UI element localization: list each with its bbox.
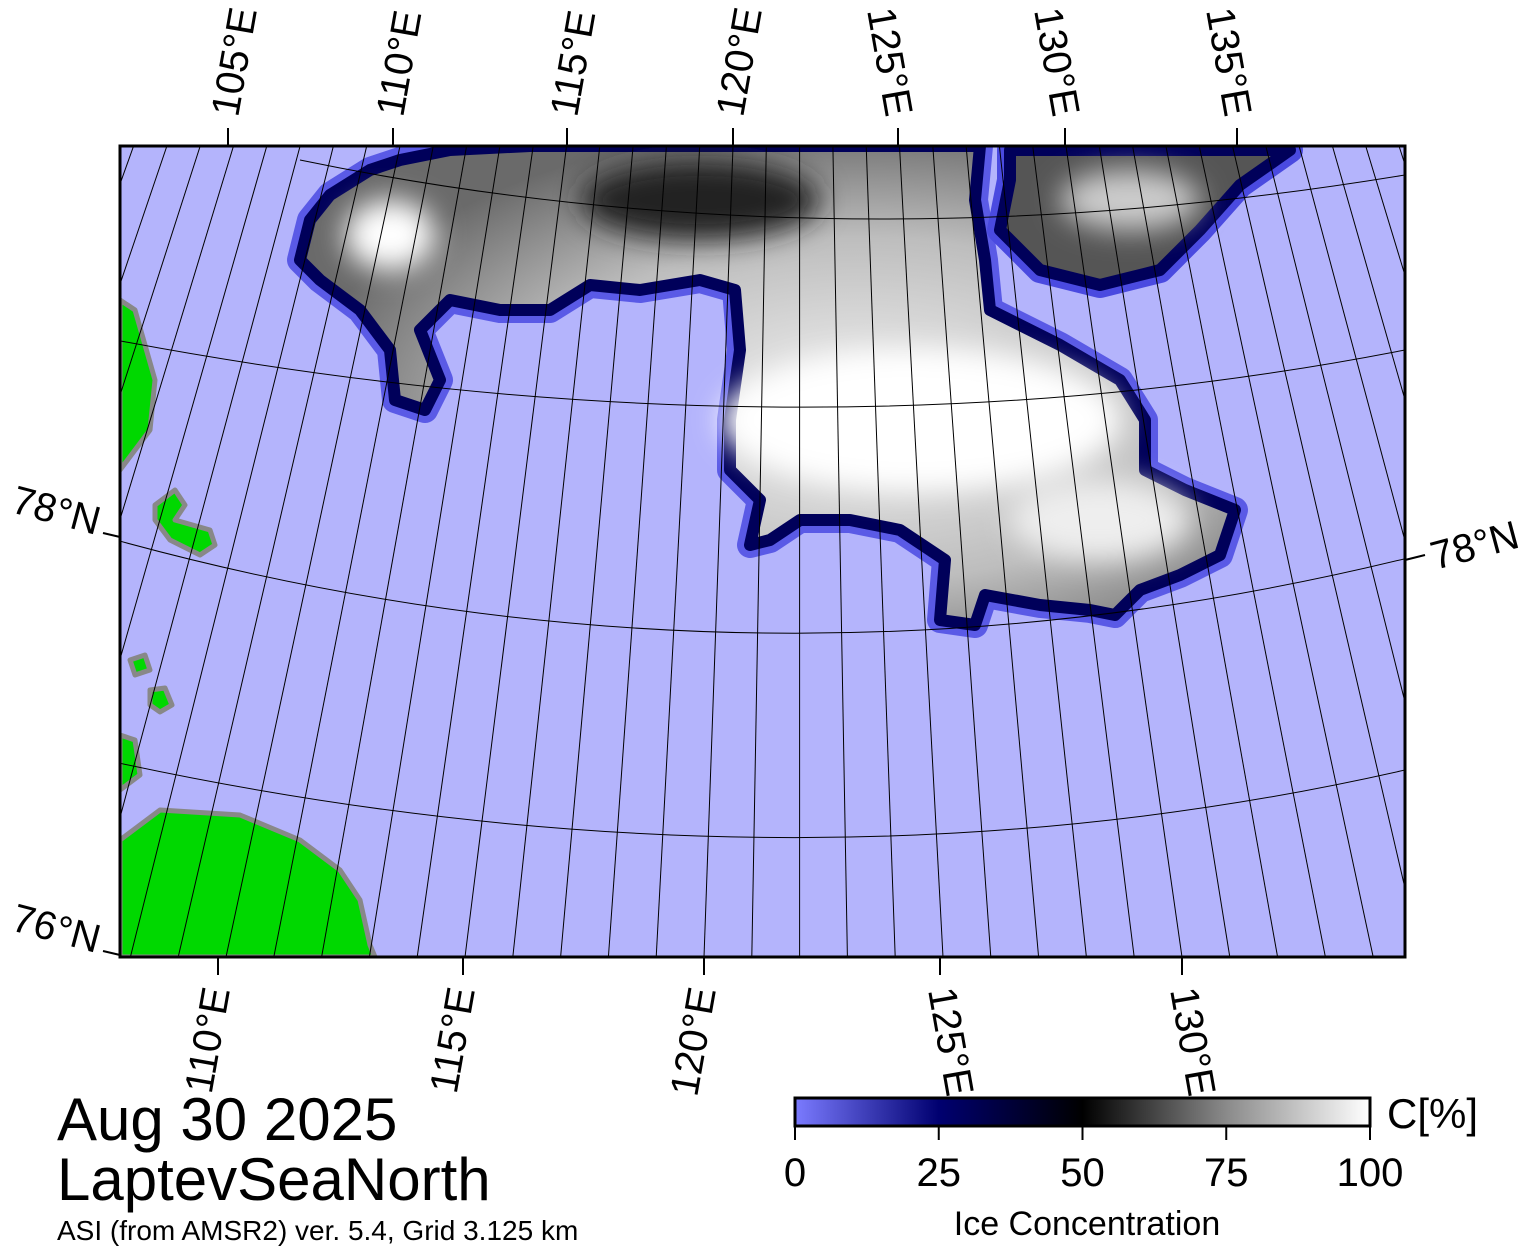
ice-core (345, 160, 1200, 560)
meridian-line (1098, 146, 1231, 957)
lon-label: 105°E (204, 4, 266, 119)
lat-label: 78°N (7, 478, 105, 544)
colorbar-title: Ice Concentration (954, 1205, 1221, 1243)
colorbar: C[%] Ice Concentration 0 25 50 75 100 (784, 1090, 1478, 1243)
meridian-line (751, 146, 767, 957)
meridian-line (120, 146, 268, 661)
lon-label: 110°E (369, 7, 431, 119)
island (127, 652, 153, 678)
meridian-line (965, 146, 1040, 957)
map-area (0, 146, 1405, 957)
meridian-line (832, 146, 848, 957)
lon-label: 135°E (1197, 4, 1259, 119)
meridian-line (120, 146, 135, 186)
lon-label: 110°E (177, 984, 239, 1096)
date: Aug 30 2025 (57, 1086, 397, 1153)
meridian-line (932, 146, 992, 957)
tick (1404, 554, 1426, 561)
latitude-line (120, 540, 1405, 634)
meridian-line (368, 146, 501, 957)
source-note: ASI (from AMSR2) ver. 5.4, Grid 3.125 km (57, 1215, 578, 1246)
latitude-line (299, 159, 1405, 220)
meridian-line (1165, 146, 1326, 957)
meridian-line (1132, 146, 1279, 957)
meridian-line (655, 146, 701, 957)
sea-ice (287, 146, 1303, 638)
lon-label: 130°E (1161, 984, 1223, 1099)
meridian-line (1298, 146, 1405, 543)
colorbar-tick-label: 0 (784, 1151, 806, 1195)
meridian-line (560, 146, 634, 957)
lon-label: 125°E (858, 4, 920, 119)
meridian-line (1232, 146, 1405, 891)
lon-label: 115°E (422, 984, 484, 1096)
meridian-line (120, 146, 201, 397)
meridian-line (1331, 146, 1405, 402)
meridian-line (703, 146, 734, 957)
island (120, 732, 143, 793)
meridian-line (225, 146, 401, 957)
colorbar-tick-label: 50 (1060, 1151, 1105, 1195)
colorbar-tick-label: 100 (1337, 1151, 1404, 1195)
latitude-line (120, 340, 1405, 408)
colorbar-tick-label: 25 (917, 1151, 962, 1195)
colorbar-ramp (793, 1096, 1372, 1128)
lat-label: 76°N (7, 896, 105, 962)
meridian-line (1198, 146, 1374, 957)
lon-label: 115°E (543, 7, 605, 119)
meridian-line (865, 146, 896, 957)
meridian-line (512, 146, 601, 957)
lon-label: 120°E (663, 984, 725, 1099)
meridian-line (416, 146, 534, 957)
region-name: LaptevSeaNorth (57, 1146, 491, 1213)
island (152, 487, 218, 558)
meridian-line (899, 146, 944, 957)
meridian-line (464, 146, 567, 957)
meridian-line (120, 146, 234, 522)
colorbar-tick-label: 75 (1204, 1151, 1249, 1195)
tick (102, 532, 121, 538)
meridian-line (0, 146, 100, 957)
meridian-line (1265, 146, 1405, 705)
lon-label: 130°E (1025, 4, 1087, 119)
meridian-line (129, 146, 334, 957)
meridian-line (273, 146, 434, 957)
meridian-line (0, 146, 67, 957)
latitude-line (120, 762, 1405, 839)
meridian-line (321, 146, 468, 957)
lat-label: 78°N (1426, 513, 1524, 579)
colorbar-unit: C[%] (1387, 1090, 1478, 1137)
map-frame (118, 144, 1407, 959)
graticule (0, 146, 1405, 957)
meridian-line (1065, 146, 1183, 957)
meridian-line (998, 146, 1087, 957)
island (147, 685, 175, 715)
meridian-line (607, 146, 667, 957)
lon-label: 120°E (709, 4, 771, 119)
mainland (120, 807, 378, 957)
meridian-line (120, 146, 301, 820)
lon-label: 125°E (919, 984, 981, 1099)
meridian-line (177, 146, 368, 957)
tick (102, 950, 121, 956)
meridian-line (1032, 146, 1135, 957)
